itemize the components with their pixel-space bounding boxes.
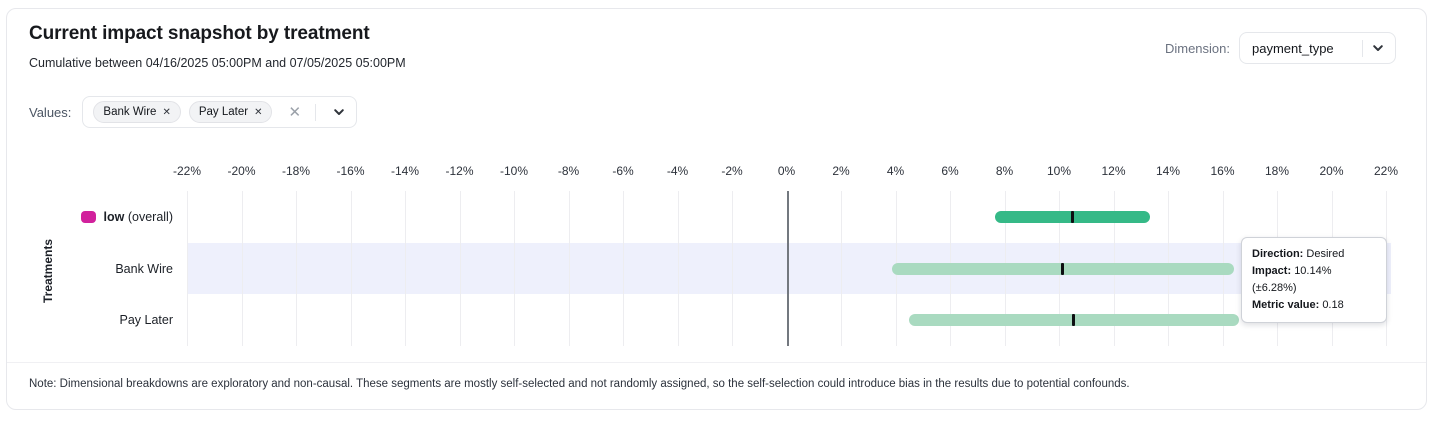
remove-chip-icon[interactable]: ✕ bbox=[162, 106, 171, 118]
zero-line bbox=[786, 191, 789, 346]
x-tick-label: -12% bbox=[445, 164, 474, 178]
x-tick-label: 20% bbox=[1319, 164, 1344, 178]
row-label: Bank Wire bbox=[115, 262, 173, 276]
x-tick-label: -20% bbox=[227, 164, 256, 178]
value-chip-label: Pay Later bbox=[198, 106, 249, 118]
x-tick-label: 10% bbox=[1046, 164, 1072, 178]
chevron-down-icon[interactable] bbox=[1371, 41, 1385, 55]
footnote: Note: Dimensional breakdowns are explora… bbox=[29, 378, 1130, 390]
dimension-selected-value: payment_type bbox=[1252, 40, 1334, 56]
x-tick-label: 14% bbox=[1155, 164, 1181, 178]
x-gridline bbox=[841, 191, 842, 346]
x-gridline bbox=[677, 191, 679, 346]
tooltip-metric-row: Metric value: 0.18 bbox=[1252, 297, 1376, 314]
value-chip: Bank Wire ✕ bbox=[93, 101, 181, 123]
footer-divider bbox=[7, 362, 1426, 363]
x-gridline bbox=[296, 191, 297, 346]
clear-values-icon[interactable]: ✕ bbox=[288, 104, 302, 121]
point-estimate-tick bbox=[1071, 210, 1075, 223]
tooltip-impact-value: 10.14% (±6.28%) bbox=[1252, 265, 1332, 294]
dimension-label: Dimension: bbox=[1164, 40, 1230, 56]
tooltip-direction-value: Desired bbox=[1306, 248, 1345, 260]
x-tick-label: -14% bbox=[390, 164, 420, 178]
x-gridline bbox=[568, 191, 570, 346]
x-gridline bbox=[623, 191, 624, 346]
row-label-text: low (overall) bbox=[103, 209, 173, 224]
x-gridline bbox=[187, 191, 188, 346]
x-tick-label: 2% bbox=[832, 164, 850, 178]
page-title: Current impact snapshot by treatment bbox=[29, 23, 370, 44]
x-tick-label: -22% bbox=[172, 164, 202, 178]
row-label-text: Bank Wire bbox=[115, 261, 173, 276]
tooltip-metric-value: 0.18 bbox=[1322, 299, 1344, 311]
values-control: Values: Bank Wire ✕ Pay Later ✕ ✕ bbox=[29, 96, 358, 128]
select-divider bbox=[315, 103, 317, 121]
x-tick-label: -2% bbox=[721, 164, 743, 178]
x-tick-label: 8% bbox=[995, 164, 1014, 178]
dimension-control: Dimension: payment_type bbox=[1165, 32, 1396, 64]
x-tick-label: 22% bbox=[1373, 164, 1399, 178]
value-chip-label: Bank Wire bbox=[103, 106, 157, 118]
values-label: Values: bbox=[29, 104, 72, 120]
x-tick-label: -4% bbox=[666, 164, 689, 178]
x-gridline bbox=[350, 191, 352, 346]
x-tick-label: 4% bbox=[886, 164, 905, 178]
row-label: Pay Later bbox=[119, 313, 173, 327]
dimension-select[interactable]: payment_type bbox=[1239, 32, 1396, 64]
tooltip-impact-label: Impact: bbox=[1252, 265, 1292, 277]
x-tick-label: -6% bbox=[612, 164, 634, 178]
chevron-down-icon[interactable] bbox=[332, 105, 346, 119]
remove-chip-icon[interactable]: ✕ bbox=[254, 106, 263, 118]
tooltip: Direction: Desired Impact: 10.14% (±6.28… bbox=[1241, 237, 1387, 323]
values-multiselect[interactable]: Bank Wire ✕ Pay Later ✕ ✕ bbox=[82, 96, 358, 128]
point-estimate-tick bbox=[1061, 262, 1065, 275]
row-labels: low (overall) Bank Wire Pay Later bbox=[7, 191, 173, 346]
impact-snapshot-card: Current impact snapshot by treatment Cum… bbox=[6, 8, 1427, 410]
x-tick-label: -16% bbox=[336, 164, 365, 178]
row-label-text: Pay Later bbox=[119, 313, 173, 328]
x-tick-label: 0% bbox=[777, 164, 796, 178]
x-tick-label: -8% bbox=[557, 164, 580, 178]
tooltip-direction-label: Direction: bbox=[1252, 248, 1304, 260]
tooltip-direction-row: Direction: Desired bbox=[1252, 246, 1376, 263]
x-tick-label: -18% bbox=[281, 164, 311, 178]
x-gridline bbox=[732, 191, 733, 346]
row-label: low (overall) bbox=[80, 209, 173, 224]
x-axis: -22% -20% -18% -16% -14% -12% -10% -8% -6% -4% -2%… bbox=[173, 164, 1398, 179]
tooltip-metric-label: Metric value: bbox=[1252, 299, 1320, 311]
plot-area bbox=[187, 191, 1391, 346]
x-tick-label: 12% bbox=[1101, 164, 1126, 178]
x-tick-label: 18% bbox=[1264, 164, 1290, 178]
x-tick-label: 6% bbox=[941, 164, 959, 178]
tooltip-impact-row: Impact: 10.14% (±6.28%) bbox=[1252, 263, 1376, 297]
x-gridline bbox=[459, 191, 461, 346]
select-divider bbox=[1362, 39, 1363, 57]
date-range-subtitle: Cumulative between 04/16/2025 05:00PM an… bbox=[29, 56, 406, 70]
x-gridline bbox=[405, 191, 406, 346]
x-tick-label: 16% bbox=[1210, 164, 1235, 178]
x-gridline bbox=[241, 191, 243, 346]
point-estimate-tick bbox=[1072, 314, 1076, 327]
x-tick-label: -10% bbox=[499, 164, 529, 178]
legend-swatch bbox=[80, 210, 96, 223]
value-chip: Pay Later ✕ bbox=[188, 101, 273, 123]
x-gridline bbox=[514, 191, 515, 346]
